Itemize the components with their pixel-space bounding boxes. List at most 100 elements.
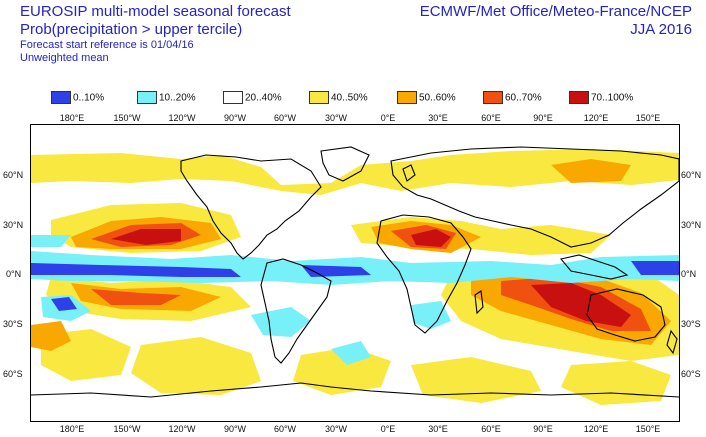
lat-label: 30°S [681,319,701,329]
top-longitude-labels: 180°E 150°W 120°W 90°W 60°W 30°W 0°E 30°… [60,113,661,123]
legend-item: 50..60% [397,89,456,105]
season-label: JJA 2016 [630,21,692,38]
legend-label: 10..20% [159,92,196,104]
probability-shade [531,283,631,327]
legend-swatch [51,91,71,105]
subtitle-left: Prob(precipitation > upper tercile) [20,21,243,38]
probability-map [30,124,680,422]
legend-label: 70..100% [591,92,634,104]
lon-label: 30°E [428,424,448,434]
legend-label: 40..50% [331,92,368,104]
probability-shade [51,297,77,311]
lat-label: 60°S [3,369,23,379]
antarctica-coast [31,382,679,398]
south-america-coast [260,258,332,364]
legend-swatch [309,91,329,105]
right-latitude-labels: 60°N 30°N 0°N 30°S 60°S [681,170,701,379]
probability-shade [31,149,679,195]
bottom-longitude-labels: 180°E 150°W 120°W 90°W 60°W 30°W 0°E 30°… [60,424,661,434]
lon-label: 60°W [274,113,297,123]
lon-label: 60°E [481,113,501,123]
title-left: EUROSIP multi-model seasonal forecast [20,3,291,20]
lon-label: 60°E [481,424,501,434]
lat-label: 0°N [681,269,696,279]
greenland-coast [320,146,370,182]
legend-label: 60..70% [505,92,542,104]
forecast-start-reference: Forecast start reference is 01/04/16 [20,39,194,51]
lon-label: 150°W [113,424,141,434]
lon-label: 60°W [274,424,297,434]
probability-shade [91,289,181,305]
lon-label: 180°E [60,113,85,123]
header-right: ECMWF/Met Office/Meteo-France/NCEP JJA 2… [420,3,692,39]
probability-shade [331,341,371,365]
lon-label: 150°E [636,113,661,123]
lon-label: 150°W [113,113,141,123]
legend-swatch [569,91,589,105]
lon-label: 90°E [533,424,553,434]
shade-70-100 [111,229,631,327]
madagascar-coast [474,290,484,315]
uk-coast [402,164,416,182]
lat-label: 60°N [681,170,701,180]
probability-shade [631,261,679,275]
probability-shade [111,229,181,245]
legend-item: 10..20% [137,89,196,105]
probability-shade [31,321,71,351]
legend-item: 40..50% [309,89,368,105]
probability-shade [411,357,541,403]
legend-swatch [397,91,417,105]
probability-shade [31,235,71,247]
probability-shade [131,337,261,395]
legend-label: 20..40% [245,92,282,104]
lon-label: 120°W [168,113,196,123]
probability-shade [551,159,631,183]
lat-label: 30°N [3,220,23,230]
lon-label: 120°W [168,424,196,434]
coastlines [31,146,679,398]
lon-label: 30°W [325,113,348,123]
lon-label: 120°E [584,113,609,123]
lon-label: 120°E [584,424,609,434]
legend-swatch [483,91,503,105]
lat-label: 60°N [3,170,23,180]
lon-label: 150°E [636,424,661,434]
lon-label: 30°W [325,424,348,434]
weighting-note: Unweighted mean [20,52,109,64]
legend-swatch [137,91,157,105]
header-left: EUROSIP multi-model seasonal forecast Pr… [20,3,291,65]
lat-label: 60°S [681,369,701,379]
legend-swatch [223,91,243,105]
probability-shade [411,301,451,329]
map-canvas [31,125,679,421]
new-zealand-coast [666,329,678,355]
lon-label: 180°E [60,424,85,434]
africa-coast [376,214,472,334]
lat-label: 30°N [681,220,701,230]
lon-label: 90°W [224,424,247,434]
title-right: ECMWF/Met Office/Meteo-France/NCEP [419,3,692,20]
legend-item: 60..70% [483,89,542,105]
left-latitude-labels: 60°N 30°N 0°N 30°S 60°S [3,170,23,379]
north-america-coast [180,154,322,260]
legend-label: 0..10% [73,92,105,104]
legend-item: 20..40% [223,89,282,105]
lat-label: 0°N [6,269,21,279]
probability-shade [31,263,241,277]
lon-label: 90°W [224,113,247,123]
legend-item: 0..10% [51,89,105,105]
legend-item: 70..100% [569,89,634,105]
lon-label: 0°E [381,424,396,434]
probability-shade [293,347,391,395]
indonesia-coast [559,254,629,280]
lat-label: 30°S [3,319,23,329]
australia-coast [586,288,666,342]
probability-shade [251,307,311,337]
lon-label: 0°E [381,113,396,123]
lon-label: 30°E [428,113,448,123]
legend-label: 50..60% [419,92,456,104]
eurasia-coast [390,146,679,248]
lon-label: 90°E [533,113,553,123]
probability-shade [411,229,451,247]
